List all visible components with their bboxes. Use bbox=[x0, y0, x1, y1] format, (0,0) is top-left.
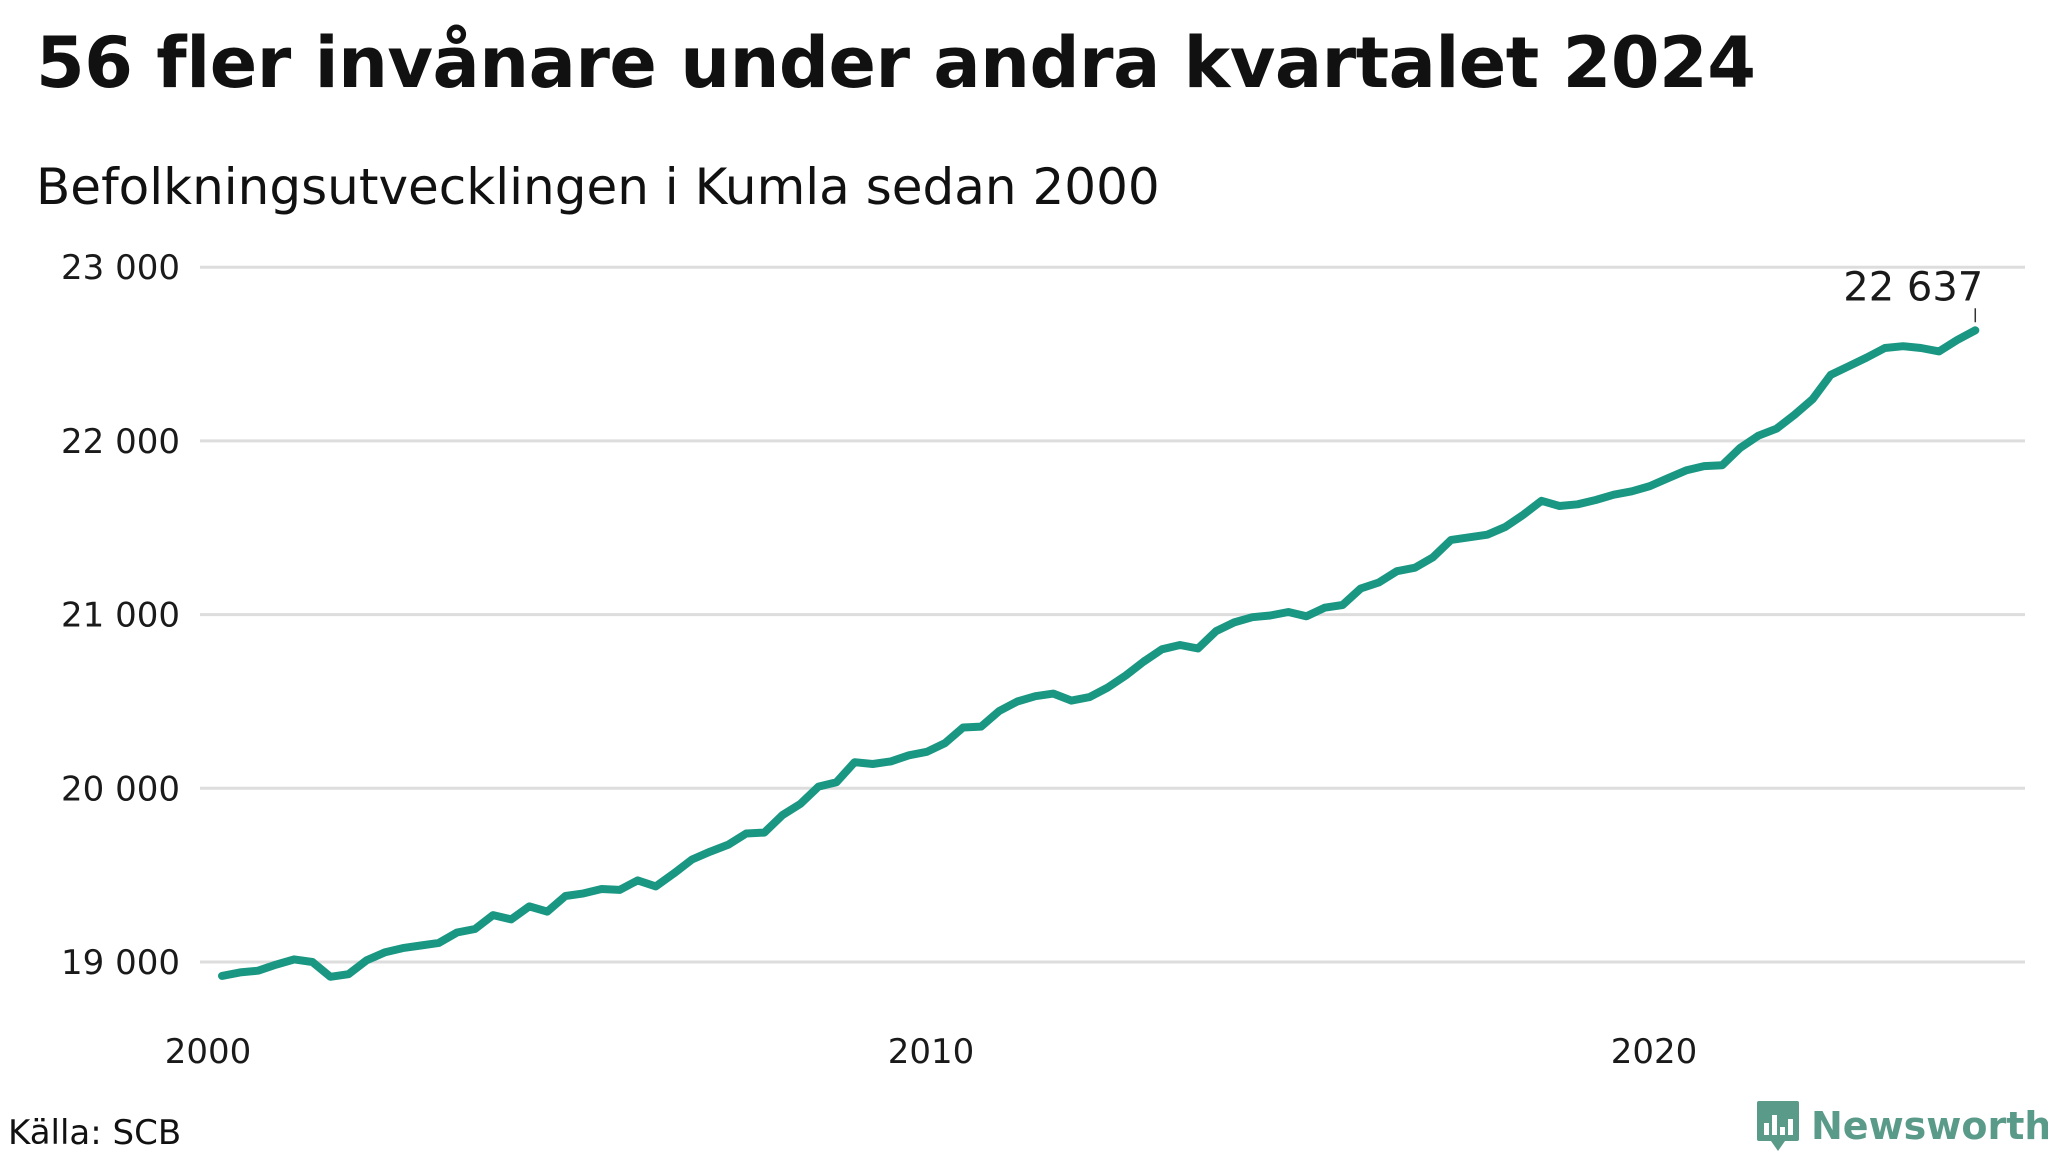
y-tick-label: 22 000 bbox=[61, 422, 180, 462]
chart-title: 56 fler invånare under andra kvartalet 2… bbox=[36, 22, 1756, 104]
y-tick-label: 20 000 bbox=[61, 769, 180, 809]
source-label: Källa: SCB bbox=[8, 1113, 182, 1153]
end-value-label: 22 637 bbox=[1843, 264, 1983, 310]
series-line bbox=[218, 326, 1980, 981]
brand-logo: Newsworthy bbox=[1755, 1099, 2048, 1153]
y-tick-label: 19 000 bbox=[61, 943, 180, 983]
y-tick-label: 21 000 bbox=[61, 596, 180, 636]
newsworthy-logo-icon bbox=[1757, 1101, 1799, 1151]
x-tick-label: 2000 bbox=[165, 1032, 252, 1072]
line-chart: 19 000 20 000 21 000 22 000 23 000 2000 2010 20… bbox=[61, 248, 2025, 1072]
x-tick-label: 2010 bbox=[888, 1032, 975, 1072]
brand-name: Newsworthy bbox=[1811, 1104, 2048, 1148]
x-tick-label: 2020 bbox=[1611, 1032, 1698, 1072]
y-tick-label: 23 000 bbox=[61, 248, 180, 288]
chart-subtitle: Befolkningsutvecklingen i Kumla sedan 20… bbox=[36, 158, 1160, 216]
